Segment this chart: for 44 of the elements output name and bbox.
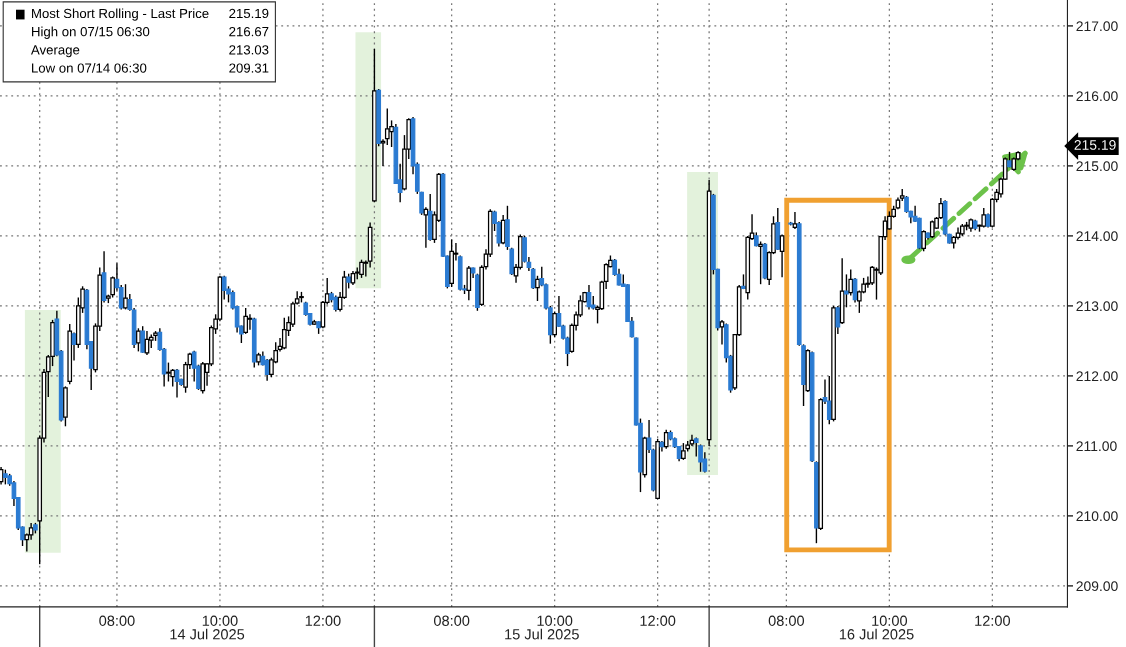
- annotation: 216.67: [229, 26, 269, 37]
- y-tick-label: 213.00: [1076, 301, 1118, 312]
- candlestick: [719, 319, 725, 346]
- text: 215.19: [1074, 140, 1116, 150]
- x-tick-label: 08:00: [768, 615, 805, 626]
- candlestick: [552, 310, 557, 339]
- y-tick-label: 209.00: [1076, 581, 1118, 592]
- y-tick-label: 211.00: [1076, 441, 1117, 452]
- candlestick: [166, 361, 171, 383]
- annotation: High on 07/15 06:30: [32, 26, 150, 39]
- candlestick: [136, 327, 141, 353]
- annotation: 213.03: [229, 45, 269, 55]
- candlestick: [792, 211, 798, 230]
- y-tick-label: 217.00: [1076, 21, 1118, 32]
- candlestick: [247, 313, 253, 331]
- x-tick-label: 10:00: [202, 615, 238, 626]
- x-tick-label: 12:00: [640, 615, 676, 626]
- text: 14 Jul 2025: [170, 628, 245, 640]
- y-tick-label: 212.00: [1076, 371, 1118, 382]
- annotation: Average: [30, 45, 80, 58]
- x-tick-label: 10:00: [872, 615, 908, 626]
- candlestick: [663, 429, 669, 450]
- annotation: Low on 07/14 06:30: [32, 63, 147, 73]
- y-tick-label: 216.00: [1076, 91, 1118, 102]
- text: 16 Jul 2025: [839, 628, 914, 640]
- candlestick: [123, 283, 128, 311]
- candlestick: [423, 206, 429, 249]
- y-tick-label: 210.00: [1076, 511, 1118, 522]
- candlestick: [281, 317, 287, 350]
- candlestick: [758, 240, 763, 285]
- candlestick: [140, 325, 146, 354]
- text: 15 Jul 2025: [505, 628, 579, 640]
- annotation: 215.19: [229, 8, 269, 19]
- candlestick: [359, 258, 364, 279]
- y-tick-label: 215.00: [1076, 161, 1118, 172]
- legend-label: Most Short Rolling - Last Price: [32, 8, 209, 21]
- annotation: 209.31: [229, 63, 269, 73]
- x-tick-label: 08:00: [99, 615, 135, 626]
- candlestick: [384, 107, 390, 146]
- x-tick-label: 12:00: [975, 615, 1011, 626]
- x-tick-label: 10:00: [537, 615, 573, 626]
- y-tick-label: 214.00: [1076, 231, 1118, 242]
- x-tick-label: 08:00: [433, 615, 470, 626]
- x-tick-label: 12:00: [305, 615, 341, 626]
